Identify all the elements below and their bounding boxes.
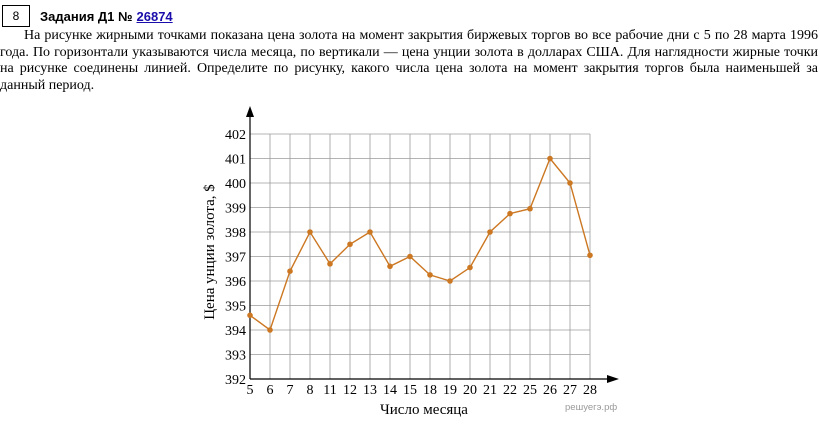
- problem-text: На рисунке жирными точками показана цена…: [0, 28, 818, 93]
- y-tick-label: 392: [225, 373, 246, 388]
- x-tick-label: 27: [563, 383, 577, 398]
- x-tick-label: 15: [403, 383, 417, 398]
- x-tick-label: 28: [583, 383, 597, 398]
- y-tick-label: 397: [225, 251, 246, 266]
- x-axis-title: Число месяца: [380, 402, 468, 418]
- y-tick-label: 400: [225, 177, 246, 192]
- data-point: [527, 205, 533, 212]
- watermark: решуегэ.рф: [565, 402, 617, 413]
- data-point: [447, 278, 453, 284]
- chart-axes: [246, 106, 619, 383]
- y-tick-label: 401: [225, 153, 246, 168]
- y-tick-labels: 392 393 394 395 396 397 398 399 400 401 402: [225, 128, 246, 388]
- x-tick-label: 7: [287, 383, 294, 398]
- x-tick-label: 11: [323, 383, 336, 398]
- y-axis-title: Цена унции золота, $: [202, 184, 218, 320]
- x-tick-label: 12: [343, 383, 357, 398]
- y-tick-label: 399: [225, 202, 246, 217]
- data-point: [367, 229, 373, 235]
- task-title: Задания Д1 №: [40, 8, 133, 24]
- data-point: [407, 253, 413, 260]
- task-number: 8: [2, 5, 30, 27]
- data-point: [567, 180, 573, 186]
- x-tick-label: 22: [503, 383, 517, 398]
- price-line: [249, 157, 591, 332]
- data-point: [347, 241, 353, 248]
- y-tick-label: 393: [225, 349, 246, 364]
- y-tick-label: 398: [225, 226, 246, 241]
- data-point: [387, 263, 393, 270]
- data-point: [547, 155, 553, 162]
- data-point: [427, 272, 433, 278]
- x-tick-label: 26: [543, 383, 557, 398]
- data-point: [467, 264, 473, 271]
- x-tick-label: 8: [307, 383, 314, 398]
- data-point: [247, 312, 253, 319]
- y-tick-label: 402: [225, 128, 246, 143]
- x-tick-label: 6: [267, 383, 274, 398]
- y-tick-label: 395: [225, 300, 246, 315]
- chart-grid: [249, 133, 591, 380]
- x-tick-label: 19: [443, 383, 457, 398]
- data-point: [507, 210, 513, 217]
- x-tick-label: 20: [463, 383, 477, 398]
- data-point: [307, 229, 313, 235]
- x-tick-label: 14: [383, 383, 397, 398]
- x-tick-label: 21: [483, 383, 497, 398]
- task-id-link[interactable]: 26874: [136, 8, 173, 24]
- x-tick-labels: 5 6 7 8 11 12 13 14 15 18 19 20 21 22 25 26 27 28: [247, 383, 598, 398]
- data-point: [327, 261, 333, 267]
- task-header: 8 Задания Д1 № 26874: [2, 4, 173, 28]
- x-tick-label: 18: [423, 383, 437, 398]
- data-point: [587, 252, 593, 259]
- x-axis-arrow: [607, 375, 619, 383]
- price-points: [247, 155, 593, 333]
- data-point: [487, 229, 493, 235]
- y-axis-arrow: [246, 106, 254, 117]
- y-tick-label: 396: [225, 275, 246, 290]
- data-point: [287, 268, 293, 275]
- x-tick-label: 25: [523, 383, 537, 398]
- x-tick-label: 13: [363, 383, 377, 398]
- x-tick-label: 5: [247, 383, 254, 398]
- data-point: [267, 327, 273, 333]
- y-tick-label: 394: [225, 324, 246, 339]
